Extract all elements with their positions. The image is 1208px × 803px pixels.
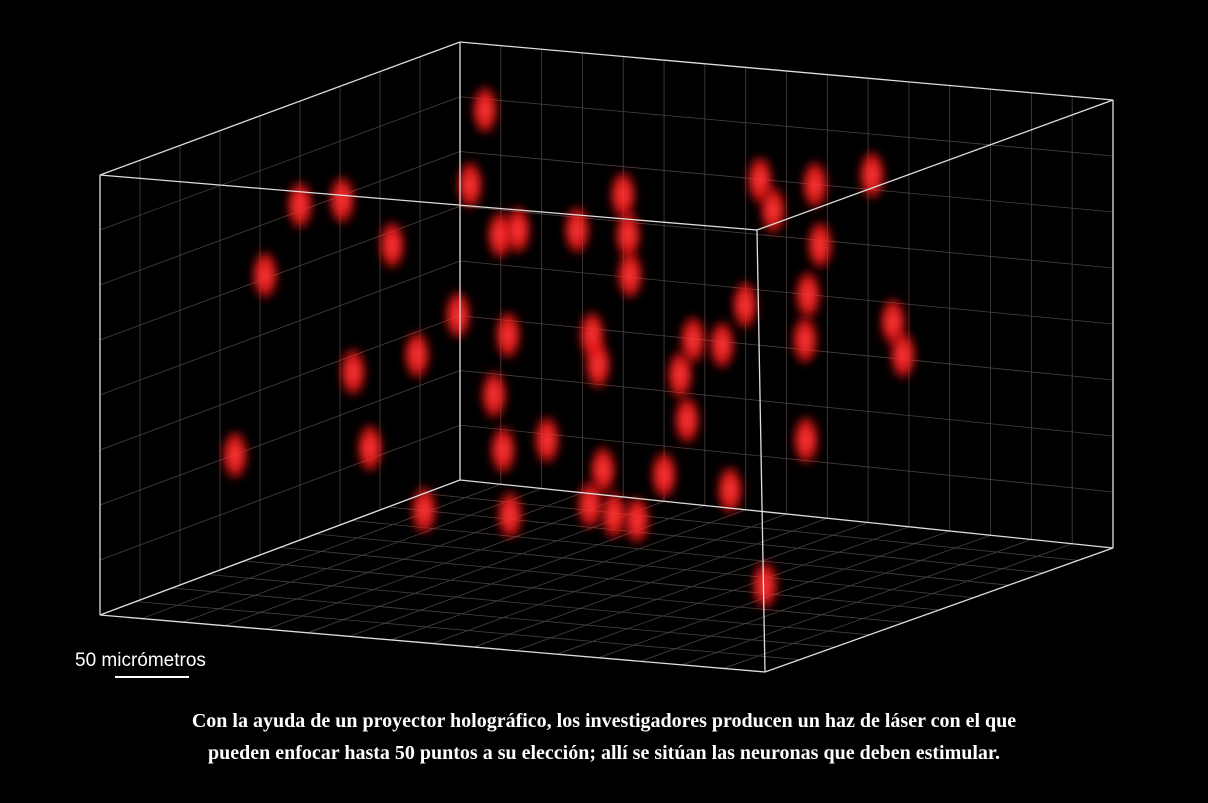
- background: [0, 0, 1208, 803]
- laser-spot-core: [755, 170, 765, 190]
- laser-spot-core: [810, 175, 820, 195]
- laser-spot-core: [598, 460, 608, 480]
- laser-spot-core: [800, 330, 810, 350]
- laser-spot-core: [489, 385, 499, 405]
- laser-spot-core: [803, 285, 813, 305]
- laser-spot-core: [230, 445, 240, 465]
- laser-spot-core: [505, 505, 515, 525]
- laser-spot-core: [867, 165, 877, 185]
- laser-spot-core: [495, 225, 505, 245]
- laser-spot-core: [498, 440, 508, 460]
- laser-spot-core: [419, 500, 429, 520]
- figure: 50 micrómetros Con la ayuda de un proyec…: [0, 0, 1208, 803]
- laser-spot-core: [623, 225, 633, 245]
- laser-spot-core: [337, 190, 347, 210]
- laser-spot-core: [675, 365, 685, 385]
- caption-line: pueden enfocar hasta 50 puntos a su elec…: [208, 742, 1000, 764]
- laser-spot-core: [801, 430, 811, 450]
- laser-spot-core: [632, 510, 642, 530]
- laser-spot-core: [659, 465, 669, 485]
- page: 50 micrómetros Con la ayuda de un proyec…: [0, 0, 1208, 803]
- laser-spot-core: [480, 100, 490, 120]
- laser-spot-core: [513, 220, 523, 240]
- laser-spot-core: [572, 220, 582, 240]
- laser-spot-core: [725, 480, 735, 500]
- laser-spot-core: [412, 345, 422, 365]
- laser-spot-core: [717, 335, 727, 355]
- laser-spot-core: [585, 495, 595, 515]
- laser-spot-core: [542, 430, 552, 450]
- scale-label: 50 micrómetros: [75, 650, 206, 671]
- laser-spot-core: [760, 575, 770, 595]
- laser-spot-core: [898, 345, 908, 365]
- laser-spot-core: [260, 265, 270, 285]
- laser-spot-core: [625, 265, 635, 285]
- laser-spot-core: [503, 325, 513, 345]
- laser-spot-core: [815, 235, 825, 255]
- laser-spot-core: [768, 200, 778, 220]
- laser-spot-core: [453, 305, 463, 325]
- laser-spot-core: [387, 235, 397, 255]
- laser-spot-core: [587, 325, 597, 345]
- laser-spot-core: [688, 330, 698, 350]
- laser-spot-core: [888, 312, 898, 332]
- laser-spot-core: [609, 505, 619, 525]
- laser-spot-core: [682, 410, 692, 430]
- laser-spot-core: [365, 438, 375, 458]
- laser-spot-core: [348, 362, 358, 382]
- laser-spot-core: [593, 355, 603, 375]
- laser-spot-core: [295, 195, 305, 215]
- caption-line: Con la ayuda de un proyector holográfico…: [192, 710, 1016, 732]
- laser-spot-core: [618, 185, 628, 205]
- laser-spot-core: [465, 175, 475, 195]
- laser-spot-core: [740, 295, 750, 315]
